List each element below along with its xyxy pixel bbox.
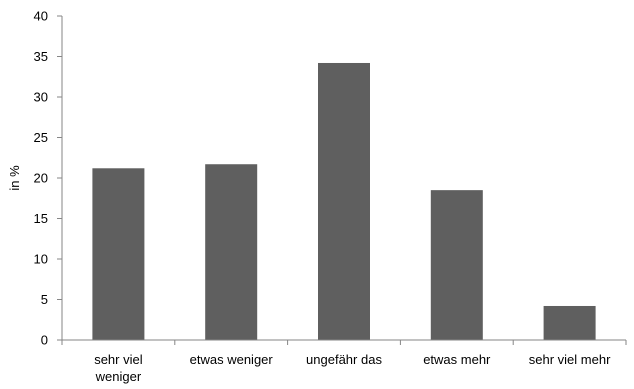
x-category-label: etwas weniger bbox=[190, 352, 274, 367]
bar bbox=[318, 62, 370, 340]
x-category-label: etwas mehr bbox=[423, 352, 491, 367]
y-tick-label: 25 bbox=[34, 130, 48, 145]
y-tick-label: 5 bbox=[41, 292, 48, 307]
x-category-label: sehr viel weniger bbox=[94, 352, 143, 384]
y-tick-label: 20 bbox=[34, 171, 48, 186]
bars bbox=[92, 62, 596, 340]
bar bbox=[543, 305, 596, 340]
bar bbox=[205, 164, 258, 340]
y-tick-label: 40 bbox=[34, 9, 48, 24]
x-axis-ticks bbox=[61, 340, 627, 345]
y-tick-label: 15 bbox=[34, 211, 48, 226]
x-category-label: sehr viel mehr bbox=[529, 352, 611, 367]
y-axis-title: in % bbox=[7, 165, 22, 191]
y-axis-ticks: 0 5 10 15 20 25 30 35 40 bbox=[34, 9, 62, 348]
bar bbox=[92, 168, 145, 340]
y-tick-label: 10 bbox=[34, 252, 48, 267]
y-tick-label: 35 bbox=[34, 49, 48, 64]
x-axis-labels: sehr viel weniger etwas weniger ungefähr da… bbox=[94, 352, 611, 384]
y-tick-label: 30 bbox=[34, 90, 48, 105]
bar bbox=[430, 190, 483, 340]
x-category-label: ungefähr das bbox=[306, 352, 382, 367]
y-tick-label: 0 bbox=[41, 333, 48, 348]
